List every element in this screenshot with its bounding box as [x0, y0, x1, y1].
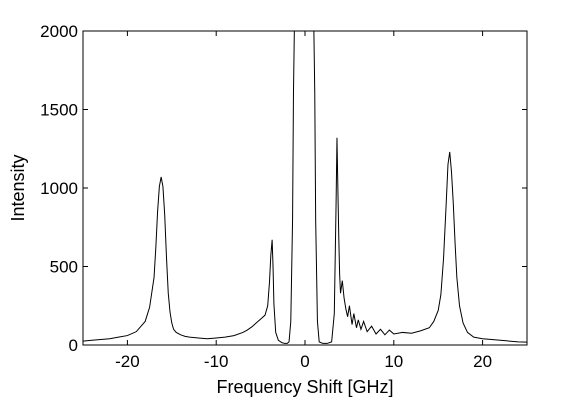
plot-frame	[82, 30, 528, 346]
tick-labels: -20 -10 0 10 20 0 500 1000 1500 2000	[40, 22, 492, 371]
x-tick-label: -10	[204, 352, 229, 371]
y-tick-label: 1000	[40, 179, 78, 198]
series-line	[82, 30, 528, 344]
plot-area	[83, 31, 527, 345]
x-axis-label: Frequency Shift [GHz]	[216, 377, 393, 397]
y-tick-label: 2000	[40, 22, 78, 41]
y-axis-label: Intensity	[8, 154, 28, 221]
x-tick-label: -20	[115, 352, 140, 371]
x-tick-label: 10	[384, 352, 403, 371]
y-tick-label: 1500	[40, 101, 78, 120]
x-tick-label: 20	[473, 352, 492, 371]
y-tick-label: 500	[50, 258, 78, 277]
x-tick-label: 0	[300, 352, 309, 371]
y-tick-label: 0	[69, 336, 78, 355]
